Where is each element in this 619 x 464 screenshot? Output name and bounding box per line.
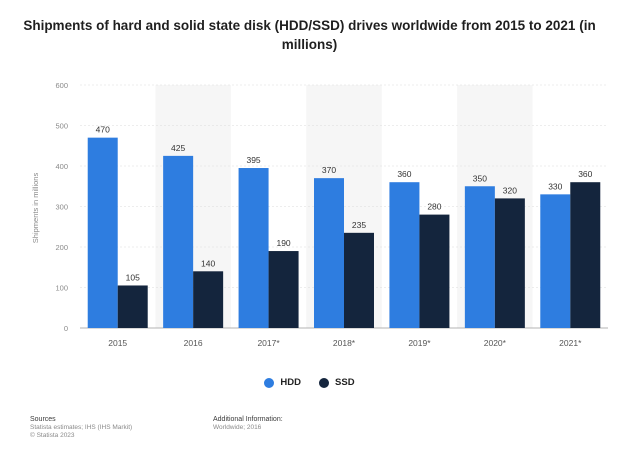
chart-title: Shipments of hard and solid state disk (…: [23, 18, 596, 52]
additional-info-text: Worldwide; 2016: [213, 424, 262, 431]
bar-value-label: 235: [352, 220, 366, 230]
bar-value-label: 360: [578, 169, 592, 179]
bar-value-label: 320: [503, 185, 517, 195]
copyright-text: © Statista 2023: [30, 432, 75, 439]
bar-ssd[interactable]: [268, 251, 299, 328]
sources-block: Sources Statista estimates; IHS (IHS Mar…: [30, 416, 132, 440]
x-tick-label: 2021*: [559, 338, 582, 348]
legend-item-hdd[interactable]: HDD: [264, 377, 301, 388]
bar-value-label: 395: [246, 155, 260, 165]
bars: 470 105 425 140 395 190 370 235 360 280 350 320 330 3…: [87, 125, 601, 328]
bar-hdd[interactable]: [163, 155, 194, 328]
legend-label-ssd: SSD: [335, 377, 355, 388]
bar-hdd[interactable]: [389, 182, 420, 328]
bar-value-label: 360: [397, 169, 411, 179]
x-tick-label: 2017*: [257, 338, 280, 348]
y-axis-label: Shipments in millions: [31, 173, 40, 244]
bar-hdd[interactable]: [540, 194, 571, 328]
x-tick-label: 2016: [184, 338, 203, 348]
x-tick-label: 2019*: [408, 338, 431, 348]
bar-value-label: 470: [96, 125, 110, 135]
bar-hdd[interactable]: [87, 137, 118, 328]
y-tick-label: 200: [55, 243, 68, 252]
bar-ssd[interactable]: [193, 271, 224, 328]
bar-hdd[interactable]: [238, 168, 269, 328]
x-tick-label: 2018*: [333, 338, 356, 348]
bar-value-label: 280: [427, 202, 441, 212]
sources-heading: Sources: [30, 416, 56, 423]
y-tick-label: 100: [55, 284, 68, 293]
legend-swatch-ssd: [319, 377, 330, 388]
bar-value-label: 105: [126, 272, 140, 282]
x-tick-label: 2015: [108, 338, 127, 348]
x-axis-ticks: 2015 2016 2017* 2018* 2019* 2020* 2021*: [108, 338, 582, 348]
bar-value-label: 190: [276, 238, 290, 248]
bar-ssd[interactable]: [344, 232, 374, 328]
bar-value-label: 425: [171, 143, 185, 153]
bar-value-label: 370: [322, 165, 336, 175]
bar-ssd[interactable]: [117, 285, 148, 328]
y-tick-label: 0: [64, 324, 68, 333]
bar-value-label: 140: [201, 258, 215, 268]
bar-value-label: 330: [548, 181, 562, 191]
legend: HDD SSD: [0, 377, 619, 388]
legend-label-hdd: HDD: [280, 377, 302, 388]
x-tick-label: 2020*: [484, 338, 507, 348]
bar-ssd[interactable]: [494, 198, 525, 328]
legend-swatch-hdd: [264, 377, 275, 388]
sources-text: Statista estimates; IHS (IHS Markit): [30, 424, 133, 431]
additional-info-heading: Additional Information:: [213, 416, 283, 423]
bar-value-label: 350: [473, 173, 487, 183]
additional-info-block: Additional Information: Worldwide; 2016: [213, 416, 283, 432]
y-tick-label: 600: [55, 81, 68, 90]
legend-item-ssd[interactable]: SSD: [319, 377, 355, 388]
bar-ssd[interactable]: [570, 182, 601, 328]
y-tick-label: 300: [55, 203, 68, 212]
bar-hdd[interactable]: [314, 178, 344, 328]
y-tick-label: 500: [55, 122, 68, 131]
bar-hdd[interactable]: [464, 186, 495, 328]
y-tick-label: 400: [55, 162, 68, 171]
bar-ssd[interactable]: [419, 214, 450, 328]
y-axis-ticks: 0 100 200 300 400 500 600: [55, 81, 68, 333]
